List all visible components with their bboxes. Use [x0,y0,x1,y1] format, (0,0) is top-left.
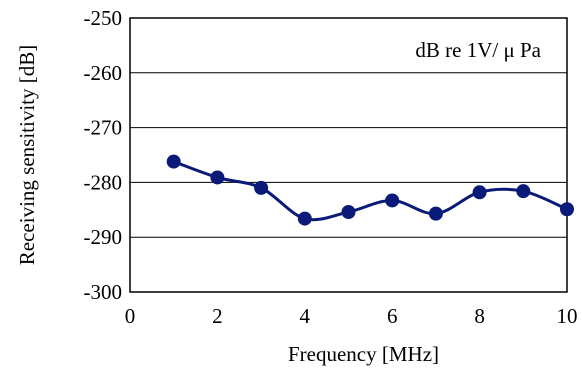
grid-lines [130,72,567,238]
plot-area [129,17,568,293]
data-point [341,204,356,219]
x-tick-label: 6 [387,304,398,328]
x-tick-label: 8 [474,304,485,328]
data-point [297,211,312,226]
data-point [210,170,225,185]
y-tick-label: -280 [84,170,123,194]
data-point [254,180,269,195]
y-tick-label: -260 [84,61,123,85]
data-point [385,193,400,208]
data-point [472,185,487,200]
x-tick-label: 2 [212,304,223,328]
y-tick-label: -290 [84,225,123,249]
unit-annotation: dB re 1V/ μ Pa [415,38,541,62]
y-tick-label: -270 [84,116,123,140]
series-line [172,160,569,222]
data-point [560,202,574,217]
y-tick-label: -300 [84,280,123,304]
x-axis-label: Frequency [MHz] [288,342,439,366]
x-tick-label: 0 [125,304,136,328]
y-tick-label: -250 [84,6,123,30]
x-tick-label: 10 [557,304,578,328]
x-tick-label: 4 [300,304,311,328]
y-axis-label: Receiving sensitivity [dB] [15,45,39,265]
data-point [166,154,181,169]
data-series [166,154,574,226]
data-point [428,206,443,221]
data-point [516,184,531,199]
